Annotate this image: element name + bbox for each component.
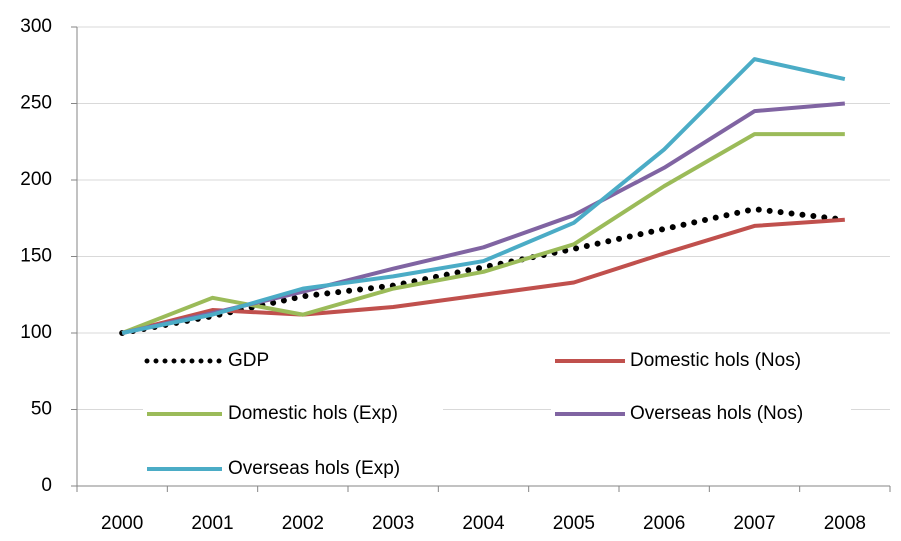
series-line	[121, 101, 846, 335]
y-tick-label: 0	[41, 475, 52, 496]
x-tick-label: 2004	[462, 513, 505, 534]
x-tick-label: 2006	[643, 513, 685, 534]
x-tick-label: 2003	[372, 513, 414, 534]
series-line	[119, 206, 848, 336]
x-tick-label: 2008	[824, 513, 866, 534]
series-line	[121, 217, 845, 335]
y-tick-label: 300	[20, 16, 52, 37]
x-tick-label: 2002	[282, 513, 324, 534]
legend-label: GDP	[228, 350, 269, 371]
legend-bg	[143, 347, 443, 375]
y-tick-label: 150	[20, 246, 52, 267]
y-tick-label: 200	[20, 169, 52, 190]
legend-label: Domestic hols (Nos)	[630, 350, 801, 371]
x-tick-label: 2001	[191, 513, 233, 534]
legend-label: Overseas hols (Nos)	[630, 403, 803, 424]
x-tick-label: 2007	[733, 513, 775, 534]
legend-label: Overseas hols (Exp)	[228, 458, 400, 479]
y-tick-label: 250	[20, 93, 52, 114]
y-tick-label: 50	[31, 399, 52, 420]
series-line	[121, 57, 846, 335]
series-line	[121, 132, 845, 335]
x-tick-label: 2000	[101, 513, 143, 534]
x-tick-label: 2005	[553, 513, 595, 534]
legend-label: Domestic hols (Exp)	[228, 403, 398, 424]
y-tick-label: 100	[20, 322, 52, 343]
